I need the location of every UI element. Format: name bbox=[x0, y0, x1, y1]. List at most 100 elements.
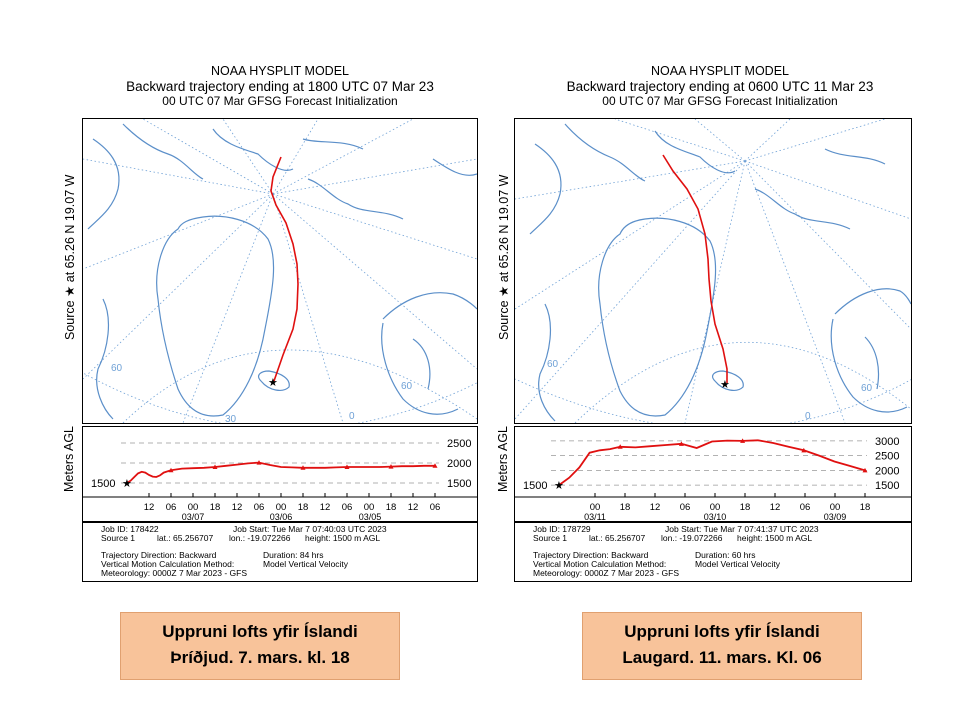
left-lat-label-1: 60 bbox=[111, 363, 123, 374]
left-height-marker bbox=[168, 467, 174, 473]
left-height-marker bbox=[432, 463, 438, 468]
left-trajectory-line bbox=[270, 156, 299, 382]
right-height-line bbox=[558, 439, 866, 486]
left-subtitle: 00 UTC 07 Mar GFSG Forecast Initializati… bbox=[162, 94, 398, 108]
right-map: 60 60 0 ★ bbox=[474, 118, 946, 430]
left-header: NOAA HYSPLIT MODEL Backward trajectory e… bbox=[80, 64, 480, 109]
right-height-axis-label: Meters AGL bbox=[496, 426, 510, 492]
right-title: Backward trajectory ending at 0600 UTC 1… bbox=[566, 79, 874, 94]
left-x-tick-label: 18 bbox=[298, 502, 309, 513]
left-x-tick-label: 00 bbox=[188, 502, 199, 513]
left-height-plot: 1500 2000 2500 1500 ★ 12 06 00 18 12 06 00 18 12 06 00 1… bbox=[82, 426, 478, 522]
right-trajectory-line bbox=[662, 154, 728, 383]
right-duration: Duration: 60 hrs bbox=[695, 550, 756, 560]
left-vertical-method: Vertical Motion Calculation Method: bbox=[101, 559, 235, 569]
left-x-tick-label: 00 bbox=[276, 502, 287, 513]
right-x-tick-label: 00 bbox=[710, 502, 721, 513]
left-x-tick-label: 06 bbox=[254, 502, 265, 513]
left-start-star: ★ bbox=[122, 478, 132, 490]
right-height: height: 1500 m AGL bbox=[737, 533, 813, 543]
right-source-marker: ★ bbox=[720, 379, 730, 391]
left-caption-line2: Þríðjud. 7. mars. kl. 18 bbox=[170, 648, 350, 667]
left-job-start: Job Start: Tue Mar 7 07:40:03 UTC 2023 bbox=[233, 524, 387, 534]
left-lat-label-3: 60 bbox=[401, 381, 413, 392]
left-y-tick-label: 1500 bbox=[447, 478, 471, 490]
left-info-box: Job ID: 178422 Job Start: Tue Mar 7 07:4… bbox=[82, 522, 478, 582]
right-height-marker bbox=[801, 447, 807, 453]
right-lat-label-2: 60 bbox=[861, 383, 873, 394]
left-date-label: 03/07 bbox=[182, 512, 205, 521]
left-height-marker bbox=[212, 464, 218, 469]
right-x-tick-label: 06 bbox=[680, 502, 691, 513]
right-model-name: NOAA HYSPLIT MODEL bbox=[650, 64, 789, 78]
right-height-marker bbox=[617, 444, 623, 449]
right-height-marker bbox=[740, 438, 746, 443]
right-lat: lat.: 65.256707 bbox=[589, 533, 646, 543]
left-source-marker: ★ bbox=[268, 377, 278, 389]
right-x-tick-label: 00 bbox=[830, 502, 841, 513]
right-x-tick-label: 18 bbox=[860, 502, 871, 513]
left-date-label: 03/05 bbox=[359, 512, 382, 521]
right-x-tick-label: 06 bbox=[800, 502, 811, 513]
right-height-plot-svg: 1500 2000 2500 3000 1500 ★ 00 18 12 06 00 18 12 06 00 1… bbox=[515, 436, 911, 522]
right-start-star: ★ bbox=[554, 480, 564, 492]
right-height-plot: 1500 2000 2500 3000 1500 ★ 00 18 12 06 00 18 12 06 00 1… bbox=[514, 426, 912, 522]
right-lat-label-1: 60 bbox=[547, 359, 559, 370]
left-x-tick-label: 12 bbox=[320, 502, 331, 513]
left-x-tick-label: 18 bbox=[386, 502, 397, 513]
left-source-label: Source ★ at 65.26 N 19.07 W bbox=[63, 174, 77, 340]
right-source-id: Source 1 bbox=[533, 533, 568, 543]
left-x-tick-label: 12 bbox=[144, 502, 155, 513]
left-direction: Trajectory Direction: Backward bbox=[101, 550, 217, 560]
right-subtitle: 00 UTC 07 Mar GFSG Forecast Initializati… bbox=[602, 94, 838, 108]
right-job-id: Job ID: 178729 bbox=[533, 524, 591, 534]
left-lat: lat.: 65.256707 bbox=[157, 533, 214, 543]
right-x-tick-label: 18 bbox=[620, 502, 631, 513]
right-trajectory-panel: NOAA HYSPLIT MODEL Backward trajectory e… bbox=[474, 0, 960, 720]
right-direction: Trajectory Direction: Backward bbox=[533, 550, 649, 560]
right-header: NOAA HYSPLIT MODEL Backward trajectory e… bbox=[520, 64, 920, 109]
left-height-line bbox=[126, 461, 435, 484]
left-start-height-label: 1500 bbox=[91, 478, 115, 490]
left-height-axis-label: Meters AGL bbox=[62, 426, 76, 492]
left-lat-label-2: 30 bbox=[225, 414, 237, 423]
right-y-tick-label: 2000 bbox=[875, 465, 899, 477]
left-vertical-value: Model Vertical Velocity bbox=[263, 559, 349, 569]
left-caption: Uppruni lofts yfir Íslandi Þríðjud. 7. m… bbox=[120, 612, 400, 680]
right-y-tick-label: 3000 bbox=[875, 436, 899, 448]
right-lon: lon.: -19.072266 bbox=[661, 533, 723, 543]
left-x-tick-label: 00 bbox=[364, 502, 375, 513]
right-x-tick-label: 12 bbox=[650, 502, 661, 513]
left-coastlines bbox=[87, 123, 478, 420]
right-caption-line2: Laugard. 11. mars. Kl. 06 bbox=[622, 648, 822, 667]
left-map: 60 30 60 0 ★ bbox=[42, 118, 504, 430]
right-meteorology: Meteorology: 0000Z 7 Mar 2023 - GFS bbox=[533, 568, 679, 578]
right-x-tick-label: 00 bbox=[590, 502, 601, 513]
left-meteorology: Meteorology: 0000Z 7 Mar 2023 - GFS bbox=[101, 568, 247, 578]
right-job-start: Job Start: Tue Mar 7 07:41:37 UTC 2023 bbox=[665, 524, 819, 534]
left-trajectory-panel: NOAA HYSPLIT MODEL Backward trajectory e… bbox=[42, 64, 504, 680]
right-map-svg: 60 60 0 ★ bbox=[474, 118, 946, 430]
left-title: Backward trajectory ending at 1800 UTC 0… bbox=[126, 79, 434, 94]
right-caption: Uppruni lofts yfir Íslandi Laugard. 11. … bbox=[582, 612, 862, 680]
left-height-marker bbox=[256, 460, 262, 465]
left-x-tick-label: 06 bbox=[430, 502, 441, 513]
left-lon: lon.: -19.072266 bbox=[229, 533, 291, 543]
left-x-tick-label: 12 bbox=[232, 502, 243, 513]
left-source-id: Source 1 bbox=[101, 533, 136, 543]
right-info-box: Job ID: 178729 Job Start: Tue Mar 7 07:4… bbox=[514, 522, 912, 582]
left-caption-line1: Uppruni lofts yfir Íslandi bbox=[162, 622, 358, 641]
left-y-tick-label: 2000 bbox=[447, 458, 471, 470]
left-map-svg: 60 30 60 0 ★ bbox=[42, 118, 504, 430]
right-date-label: 03/09 bbox=[824, 512, 847, 521]
left-height-plot-svg: 1500 2000 2500 1500 ★ 12 06 00 18 12 06 00 18 12 06 00 1… bbox=[83, 438, 477, 522]
right-y-tick-label: 2500 bbox=[875, 451, 899, 463]
left-y-tick-label: 2500 bbox=[447, 438, 471, 450]
left-x-tick-label: 18 bbox=[210, 502, 221, 513]
right-caption-line1: Uppruni lofts yfir Íslandi bbox=[624, 622, 820, 641]
left-model-name: NOAA HYSPLIT MODEL bbox=[210, 64, 349, 78]
right-lat-label-3: 0 bbox=[805, 411, 811, 422]
right-date-label: 03/10 bbox=[704, 512, 727, 521]
left-height: height: 1500 m AGL bbox=[305, 533, 381, 543]
left-height-marker bbox=[388, 464, 394, 469]
